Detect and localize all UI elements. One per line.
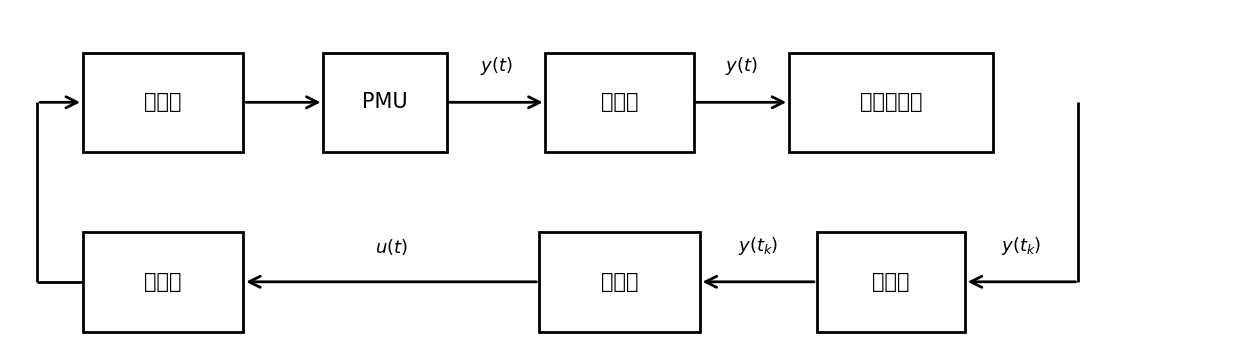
Text: $y(t)$: $y(t)$ (725, 56, 757, 77)
Bar (539, 232, 700, 331)
Bar (83, 232, 243, 331)
Text: 传感器: 传感器 (601, 92, 638, 112)
Text: PMU: PMU (362, 92, 408, 112)
Text: $y(t)$: $y(t)$ (479, 56, 513, 77)
Text: 执行器: 执行器 (145, 272, 182, 292)
Bar (323, 53, 447, 152)
Text: 保持器: 保持器 (872, 272, 909, 292)
Text: $y(t_k)$: $y(t_k)$ (1001, 235, 1042, 257)
Text: $y(t_k)$: $y(t_k)$ (738, 235, 778, 257)
Text: 事件发生器: 事件发生器 (860, 92, 922, 112)
Bar (817, 232, 965, 331)
Text: $u(t)$: $u(t)$ (375, 237, 408, 257)
Text: 控制器: 控制器 (601, 272, 638, 292)
Bar (545, 53, 694, 152)
Bar (83, 53, 243, 152)
Text: 发电机: 发电机 (145, 92, 182, 112)
Bar (789, 53, 992, 152)
